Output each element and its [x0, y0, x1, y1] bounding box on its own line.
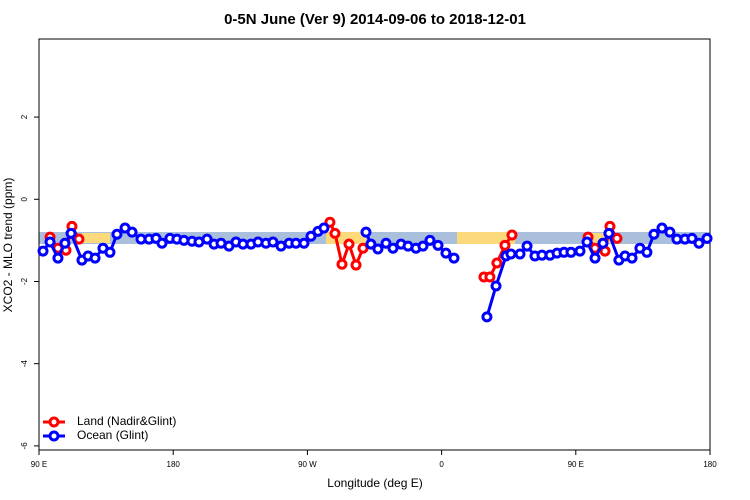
- data-point: [506, 229, 518, 241]
- y-tick-label: -4: [20, 360, 29, 368]
- y-tick-label: -2: [20, 277, 29, 285]
- data-point: [329, 227, 341, 239]
- x-axis-label: Longitude (deg E): [327, 476, 422, 490]
- data-point: [597, 237, 609, 249]
- data-point: [104, 246, 116, 258]
- data-point: [565, 246, 577, 258]
- data-point: [365, 238, 377, 250]
- data-point: [491, 257, 503, 269]
- legend-marker: [48, 430, 60, 442]
- data-point: [298, 237, 310, 249]
- data-point: [52, 252, 64, 264]
- data-point: [267, 236, 279, 248]
- data-point: [111, 228, 123, 240]
- y-axis-label: XCO2 - MLO trend (ppm): [1, 178, 15, 313]
- data-point: [37, 245, 49, 257]
- data-point: [499, 239, 511, 251]
- data-point: [574, 245, 586, 257]
- x-tick-label: 180: [703, 460, 717, 469]
- plot-frame: [38, 38, 711, 451]
- legend-label: Land (Nadir&Glint): [77, 414, 176, 428]
- data-point: [372, 243, 384, 255]
- data-point: [318, 222, 330, 234]
- data-point: [336, 258, 348, 270]
- data-point: [481, 311, 493, 323]
- data-point: [448, 252, 460, 264]
- data-point: [440, 247, 452, 259]
- data-point: [656, 222, 668, 234]
- data-point: [521, 240, 533, 252]
- data-point: [641, 246, 653, 258]
- data-point: [581, 236, 593, 248]
- data-point: [305, 230, 317, 242]
- data-point: [201, 233, 213, 245]
- x-tick-label: 180: [167, 460, 181, 469]
- land-band: [82, 233, 110, 243]
- data-point: [664, 226, 676, 238]
- data-point: [693, 237, 705, 249]
- data-point: [490, 280, 502, 292]
- data-point: [350, 259, 362, 271]
- data-point: [648, 228, 660, 240]
- data-point: [424, 234, 436, 246]
- data-point: [343, 238, 355, 250]
- legend-label: Ocean (Glint): [77, 428, 148, 442]
- data-point: [432, 239, 444, 251]
- data-point: [380, 237, 392, 249]
- data-point: [360, 226, 372, 238]
- data-point: [357, 242, 369, 254]
- y-tick-label: 2: [20, 114, 29, 119]
- data-point: [611, 232, 623, 244]
- data-point: [626, 252, 638, 264]
- data-point: [603, 227, 615, 239]
- data-point: [484, 271, 496, 283]
- data-point: [505, 248, 517, 260]
- data-point: [701, 232, 713, 244]
- data-point: [686, 232, 698, 244]
- data-point: [417, 240, 429, 252]
- data-point: [65, 227, 77, 239]
- x-tick-label: 0: [439, 460, 444, 469]
- data-point: [89, 252, 101, 264]
- data-point: [589, 252, 601, 264]
- data-point: [59, 237, 71, 249]
- x-tick-label: 90 E: [568, 460, 584, 469]
- land-band: [457, 232, 515, 244]
- data-point: [44, 236, 56, 248]
- x-tick-label: 90 E: [31, 460, 47, 469]
- data-point: [514, 248, 526, 260]
- data-point: [387, 242, 399, 254]
- y-tick-label: -6: [20, 442, 29, 450]
- y-tick-label: 0: [20, 197, 29, 202]
- chart-title: 0-5N June (Ver 9) 2014-09-06 to 2018-12-…: [224, 11, 526, 28]
- legend-marker: [48, 416, 60, 428]
- data-point: [156, 237, 168, 249]
- data-point: [126, 226, 138, 238]
- x-tick-label: 90 W: [298, 460, 317, 469]
